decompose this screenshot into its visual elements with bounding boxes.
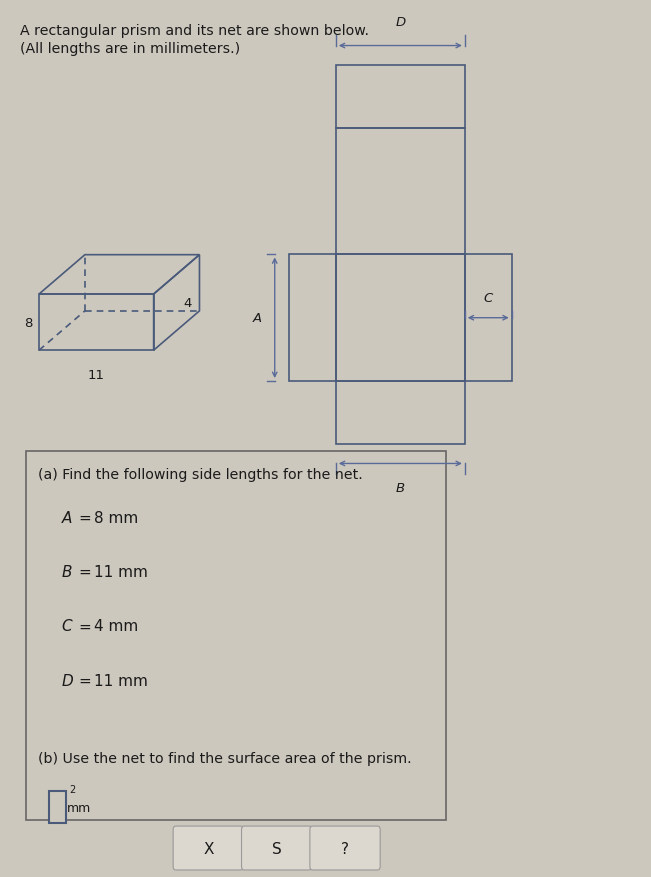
Text: D: D — [62, 673, 74, 688]
Text: (All lengths are in millimeters.): (All lengths are in millimeters.) — [20, 42, 240, 56]
Text: =: = — [78, 510, 91, 525]
FancyBboxPatch shape — [26, 452, 446, 820]
Text: B: B — [62, 564, 72, 580]
Text: C: C — [484, 291, 493, 304]
Text: 4: 4 — [183, 296, 191, 310]
Text: A: A — [62, 510, 72, 525]
Text: 11: 11 — [88, 368, 105, 381]
FancyBboxPatch shape — [49, 791, 66, 823]
FancyBboxPatch shape — [173, 826, 243, 870]
Text: X: X — [203, 840, 214, 856]
Text: C: C — [62, 618, 72, 634]
Text: 4 mm: 4 mm — [94, 618, 139, 634]
Text: =: = — [78, 618, 91, 634]
Text: (b) Use the net to find the surface area of the prism.: (b) Use the net to find the surface area… — [38, 751, 411, 765]
Text: =: = — [78, 564, 91, 580]
Text: (a) Find the following side lengths for the net.: (a) Find the following side lengths for … — [38, 467, 363, 481]
Text: 2: 2 — [70, 785, 76, 795]
Text: 11 mm: 11 mm — [94, 673, 148, 688]
FancyBboxPatch shape — [310, 826, 380, 870]
Text: A: A — [253, 312, 262, 324]
Text: B: B — [396, 481, 405, 495]
Text: 11 mm: 11 mm — [94, 564, 148, 580]
FancyBboxPatch shape — [242, 826, 312, 870]
Text: 8: 8 — [24, 317, 33, 329]
Text: A rectangular prism and its net are shown below.: A rectangular prism and its net are show… — [20, 24, 368, 38]
Text: 8 mm: 8 mm — [94, 510, 139, 525]
Text: D: D — [395, 16, 406, 29]
Text: mm: mm — [67, 802, 91, 814]
Text: ?: ? — [341, 840, 349, 856]
Text: =: = — [78, 673, 91, 688]
Text: S: S — [272, 840, 281, 856]
